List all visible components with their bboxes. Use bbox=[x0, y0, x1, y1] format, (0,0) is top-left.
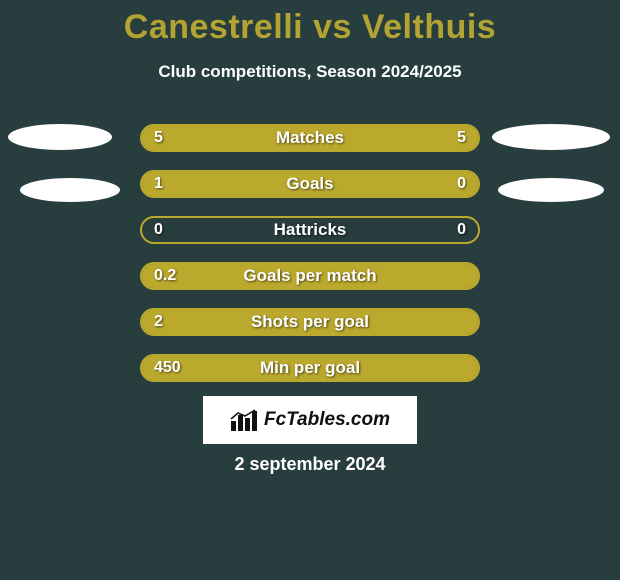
stat-fill-left bbox=[142, 172, 401, 196]
player-badge-left-1 bbox=[20, 178, 120, 202]
stat-value-left: 0 bbox=[154, 218, 163, 242]
comparison-title: Canestrelli vs Velthuis bbox=[0, 8, 620, 47]
stat-fill-right bbox=[310, 126, 478, 150]
footer-date: 2 september 2024 bbox=[0, 454, 620, 475]
stat-row: Goals10 bbox=[140, 170, 480, 198]
stat-row: Matches55 bbox=[140, 124, 480, 152]
player-badge-left-0 bbox=[8, 124, 112, 150]
stat-row: Hattricks0 0 bbox=[140, 216, 480, 244]
stat-fill-left bbox=[142, 264, 478, 288]
brand-text: FcTables.com bbox=[264, 409, 390, 431]
bar-chart-icon bbox=[230, 409, 258, 431]
stat-value-right: 0 bbox=[457, 218, 466, 242]
player-badge-right-2 bbox=[492, 124, 610, 150]
comparison-canvas: Canestrelli vs Velthuis Club competitions… bbox=[0, 0, 620, 580]
stat-fill-right bbox=[401, 172, 478, 196]
brand-badge: FcTables.com bbox=[203, 396, 417, 444]
stat-row: Goals per match0.2 bbox=[140, 262, 480, 290]
stat-row: Shots per goal2 bbox=[140, 308, 480, 336]
comparison-subtitle: Club competitions, Season 2024/2025 bbox=[0, 62, 620, 82]
stat-row: Min per goal450 bbox=[140, 354, 480, 382]
stat-fill-left bbox=[142, 310, 478, 334]
stat-label: Hattricks bbox=[142, 218, 478, 242]
stat-fill-left bbox=[142, 356, 478, 380]
player-badge-right-3 bbox=[498, 178, 604, 202]
stat-fill-left bbox=[142, 126, 310, 150]
